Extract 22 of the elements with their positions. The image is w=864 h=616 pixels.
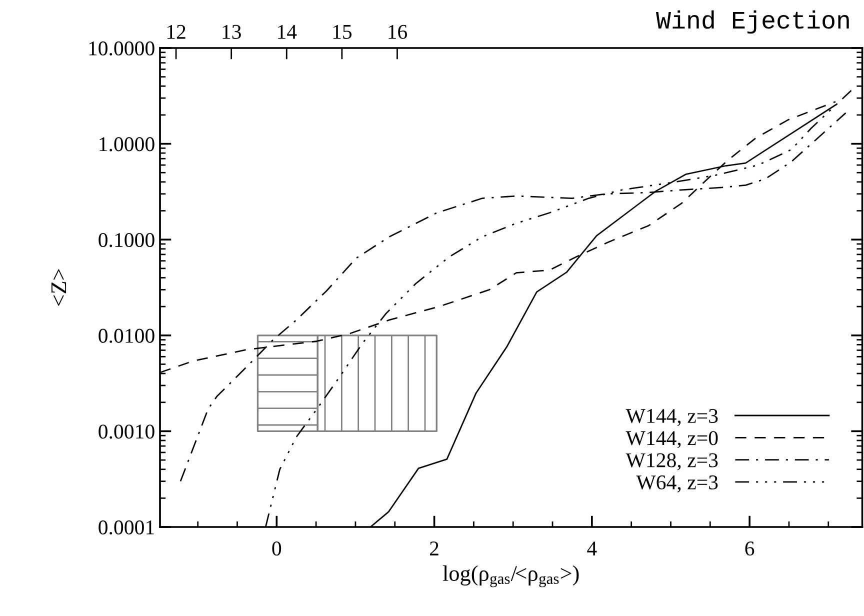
x-tick-label: 2: [430, 542, 438, 556]
x2-tick-label: 13: [222, 24, 241, 39]
y-tick-label: 0.0100: [98, 328, 154, 343]
legend-label: W144, z=0: [626, 431, 718, 448]
x-tick-label: 4: [587, 542, 597, 556]
y-tick-label: 1.0000: [100, 137, 154, 152]
x2-tick-label: 15: [333, 24, 352, 39]
x2-tick-label: 14: [278, 24, 297, 39]
x2-tick-label: 12: [167, 24, 186, 39]
x-tick-label: 0: [272, 541, 282, 556]
legend-label: W144, z=3: [626, 409, 718, 426]
y-tick-label: 10.0000: [89, 41, 154, 56]
y-tick-label: 0.0001: [98, 520, 154, 535]
x-tick-label: 6: [745, 542, 754, 556]
x2-tick-label: 16: [388, 24, 408, 39]
x-axis-title: log(ρ$_{gas}$/<ρ$_{gas}$>): [442, 565, 579, 588]
y-axis-title: <Z>: [51, 269, 66, 306]
chart-title: Wind Ejection: [656, 10, 849, 34]
y-tick-label: 0.1000: [98, 232, 154, 248]
legend-label: W128, z=3: [626, 453, 718, 470]
y-tick-label: 0.0010: [98, 424, 154, 439]
legend-label: W64, z=3: [636, 475, 718, 492]
